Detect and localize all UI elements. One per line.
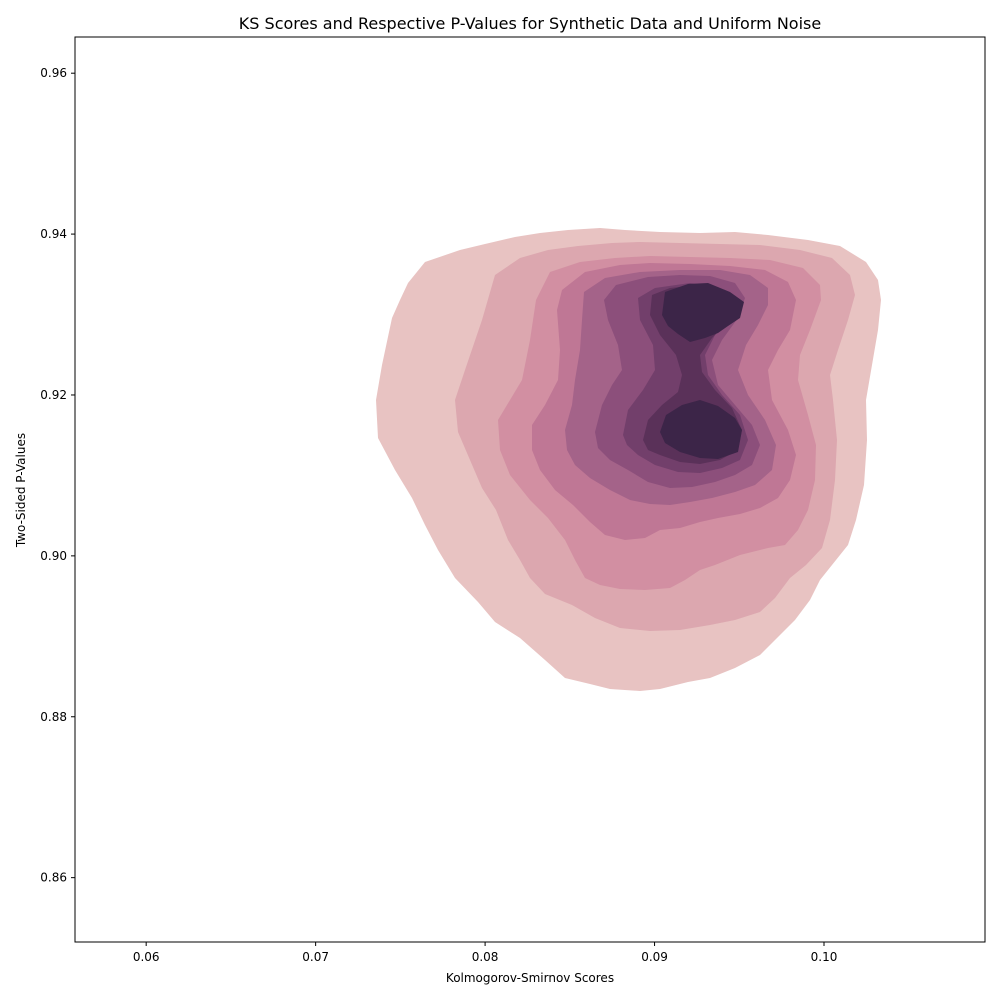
x-axis: 0.06 0.07 0.08 0.09 0.10 [133, 942, 838, 964]
plot-frame [74, 36, 986, 943]
density-contours [376, 228, 881, 691]
y-tick-label: 0.92 [40, 388, 67, 402]
x-tick-label: 0.06 [133, 950, 160, 964]
y-axis-label: Two-Sided P-Values [14, 433, 28, 548]
y-tick-label: 0.88 [40, 710, 67, 724]
x-axis-label: Kolmogorov-Smirnov Scores [446, 971, 614, 985]
y-tick-label: 0.96 [40, 66, 67, 80]
y-tick-label: 0.90 [40, 549, 67, 563]
x-tick-label: 0.07 [302, 950, 329, 964]
y-tick-label: 0.94 [40, 227, 67, 241]
x-tick-label: 0.08 [472, 950, 499, 964]
density-level-9a [662, 283, 744, 342]
density-level-9b [660, 400, 742, 459]
y-tick-label: 0.86 [40, 871, 67, 885]
x-tick-label: 0.09 [641, 950, 668, 964]
x-tick-label: 0.10 [811, 950, 838, 964]
chart-title: KS Scores and Respective P-Values for Sy… [239, 14, 821, 33]
y-axis: 0.86 0.88 0.90 0.92 0.94 0.96 [40, 66, 75, 885]
